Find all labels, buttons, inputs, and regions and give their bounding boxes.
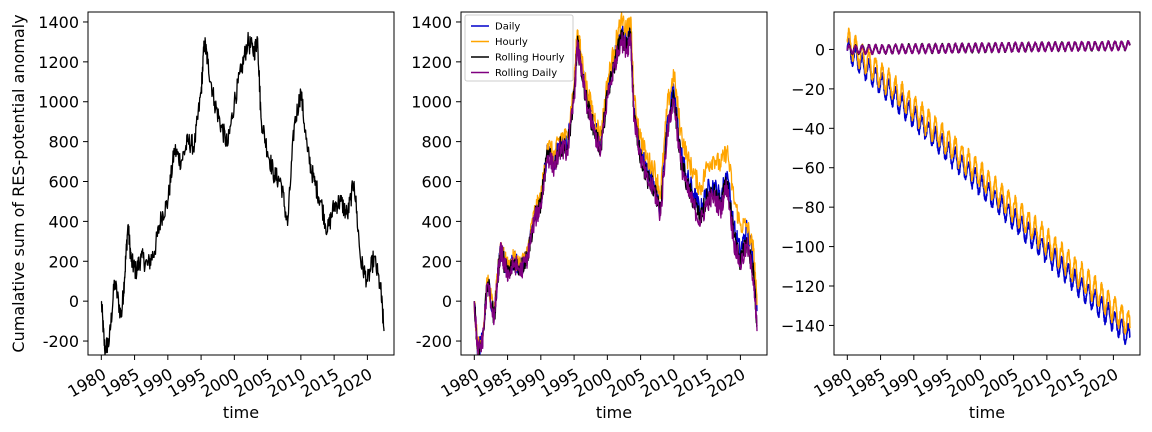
series-line-0 [846, 37, 1131, 346]
y-tick-label: −20 [791, 80, 825, 99]
y-tick-label: −140 [781, 316, 825, 335]
y-tick-label: −80 [791, 198, 825, 217]
y-tick-label: 0 [815, 40, 825, 59]
series-line-1 [846, 27, 1131, 335]
series-group [100, 31, 385, 355]
plot-frame [833, 11, 1141, 356]
y-tick-label: 0 [442, 292, 452, 311]
y-tick-label: 400 [421, 212, 452, 231]
y-tick-label: 0 [69, 292, 79, 311]
plot-frame [460, 11, 768, 356]
y-tick-label: -200 [43, 332, 79, 351]
chart-panel-left: 198019851990199520002005201020152020-200… [9, 11, 395, 422]
series-group [473, 12, 758, 355]
y-tick-label: −120 [781, 277, 825, 296]
y-tick-label: 200 [421, 252, 452, 271]
y-tick-label: 800 [48, 133, 79, 152]
legend-entry: Rolling Daily [495, 68, 557, 79]
y-tick-label: 600 [421, 173, 452, 192]
x-axis-label: time [223, 403, 259, 422]
plot-frame [87, 11, 395, 356]
y-tick-label: 600 [48, 173, 79, 192]
x-axis-label: time [969, 403, 1005, 422]
y-axis-label: Cumalative sum of RES-potential anomaly [9, 14, 28, 352]
y-tick-label: −60 [791, 159, 825, 178]
y-tick-label: 1000 [411, 93, 452, 112]
y-tick-label: 200 [48, 252, 79, 271]
series-line-3 [846, 40, 1131, 56]
legend-entry: Hourly [495, 37, 528, 48]
x-axis-label: time [596, 403, 632, 422]
series-line-0 [100, 31, 385, 355]
series-group [846, 27, 1131, 346]
y-tick-label: −40 [791, 119, 825, 138]
y-tick-label: 1400 [411, 13, 452, 32]
legend: Daily Hourly Rolling Hourly Rolling Daily [464, 14, 574, 82]
y-tick-label: 1000 [38, 93, 79, 112]
legend-box [464, 14, 574, 82]
legend-entry: Daily [495, 22, 520, 33]
legend-entry: Rolling Hourly [495, 53, 565, 64]
y-tick-label: 400 [48, 212, 79, 231]
series-line-rolling-daily [473, 32, 758, 355]
y-tick-label: −100 [781, 238, 825, 257]
y-tick-label: 800 [421, 133, 452, 152]
y-tick-label: -200 [416, 332, 452, 351]
y-tick-label: 1200 [411, 53, 452, 72]
y-tick-label: 1200 [38, 53, 79, 72]
y-tick-label: 1400 [38, 13, 79, 32]
